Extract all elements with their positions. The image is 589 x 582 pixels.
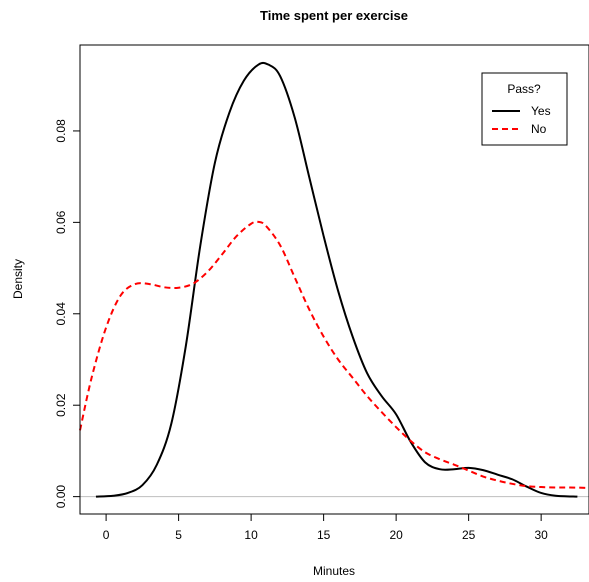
y-tick-label: 0.00 (54, 485, 68, 509)
y-axis: 0.00 0.02 0.04 0.06 0.08 (54, 119, 81, 509)
legend: Pass? Yes No (481, 72, 568, 146)
x-tick-label: 15 (317, 528, 331, 542)
legend-label-yes: Yes (531, 104, 551, 118)
x-tick-label: 20 (389, 528, 403, 542)
x-axis-label: Minutes (313, 564, 355, 578)
legend-box (481, 72, 568, 146)
x-tick-label: 0 (103, 528, 110, 542)
legend-label-no: No (531, 122, 547, 136)
y-tick-label: 0.04 (54, 302, 68, 326)
series-line-yes (95, 61, 578, 498)
series-layer (79, 61, 589, 498)
x-tick-label: 5 (175, 528, 182, 542)
y-tick-label: 0.02 (54, 393, 68, 417)
x-tick-label: 30 (534, 528, 548, 542)
x-tick-label: 25 (462, 528, 476, 542)
x-axis: 0 5 10 15 20 25 30 (103, 513, 548, 542)
legend-title: Pass? (507, 82, 541, 96)
series-line-no (79, 220, 589, 489)
y-axis-label: Density (11, 259, 25, 299)
y-tick-label: 0.08 (54, 119, 68, 143)
chart-title: Time spent per exercise (260, 8, 408, 23)
y-tick-label: 0.06 (54, 210, 68, 234)
x-tick-label: 10 (244, 528, 258, 542)
